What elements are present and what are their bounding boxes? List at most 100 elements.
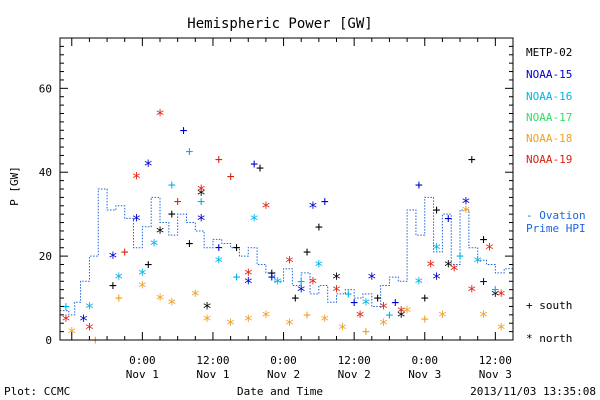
x-tick-date-label: Nov 1 (126, 368, 159, 381)
data-point-noaa-15: * (308, 198, 318, 217)
data-point-noaa-16: * (473, 252, 483, 271)
data-point-noaa-19: + (215, 153, 223, 168)
data-point-noaa-15: * (79, 311, 89, 330)
data-point-metp-02: * (396, 307, 406, 326)
data-point-noaa-18: * (461, 202, 471, 221)
data-point-metp-02: * (202, 298, 212, 317)
data-point-metp-02: * (196, 185, 206, 204)
data-point-noaa-15: * (367, 269, 377, 288)
data-point-noaa-19: * (85, 319, 95, 338)
data-point-metp-02: + (186, 237, 194, 252)
legend: METP-02 NOAA-15 NOAA-16 NOAA-17 NOAA-18 … (526, 46, 586, 345)
data-point-noaa-19: * (132, 168, 142, 187)
data-point-noaa-16: + (62, 299, 70, 314)
chart-title: Hemispheric Power [GW] (187, 16, 372, 32)
data-point-noaa-18: * (167, 294, 177, 313)
satellite-points: ++*++**++++++*+*++*++*****+*+*++** ++*++*… (61, 106, 506, 349)
legend-ovation-line2: Prime HPI (526, 222, 586, 235)
data-point-metp-02: + (256, 161, 264, 176)
data-point-noaa-19: * (61, 311, 71, 330)
data-point-noaa-15: + (215, 241, 223, 256)
data-point-noaa-19: * (355, 307, 365, 326)
data-point-noaa-15: * (432, 269, 442, 288)
data-point-metp-02: + (109, 278, 117, 293)
data-point-noaa-18: * (243, 311, 253, 330)
data-point-noaa-15: * (196, 210, 206, 229)
data-point-noaa-15: * (296, 282, 306, 301)
data-point-noaa-18: * (155, 290, 165, 309)
data-point-noaa-18: + (421, 312, 429, 327)
data-point-metp-02: + (374, 291, 382, 306)
data-point-noaa-15: + (250, 157, 258, 172)
data-point-noaa-18: * (379, 315, 389, 334)
legend-item-noaa-17: NOAA-17 (526, 111, 572, 124)
x-tick-date-label: Nov 3 (408, 368, 441, 381)
legend-item-metp-02: METP-02 (526, 46, 572, 59)
data-point-noaa-18: * (320, 311, 330, 330)
data-point-noaa-18: * (338, 319, 348, 338)
data-point-noaa-15: + (480, 274, 488, 289)
data-point-noaa-19: * (196, 181, 206, 200)
plot-timestamp: 2013/11/03 13:35:08 (470, 385, 596, 398)
data-point-metp-02: + (468, 153, 476, 168)
x-tick-time-label: 0:00 (412, 354, 439, 367)
data-point-noaa-16: + (168, 178, 176, 193)
data-point-noaa-19: + (174, 195, 182, 210)
data-point-noaa-16: + (491, 283, 499, 298)
x-tick-date-label: Nov 1 (196, 368, 229, 381)
data-point-metp-02: + (268, 266, 276, 281)
x-tick-date-label: Nov 3 (479, 368, 512, 381)
data-point-noaa-19: * (467, 282, 477, 301)
data-point-noaa-16: + (186, 144, 194, 159)
legend-south-marker: + south (526, 299, 572, 312)
data-point-noaa-16: * (273, 273, 283, 292)
data-point-noaa-16: * (414, 273, 424, 292)
data-point-metp-02: + (291, 291, 299, 306)
legend-item-noaa-16: NOAA-16 (526, 90, 572, 103)
x-tick-time-label: 12:00 (479, 354, 512, 367)
data-point-noaa-18: * (438, 307, 448, 326)
data-point-noaa-16: + (233, 270, 241, 285)
legend-item-noaa-18: NOAA-18 (526, 132, 572, 145)
data-point-noaa-16: * (149, 236, 159, 255)
data-point-noaa-16: + (344, 287, 352, 302)
data-point-noaa-15: + (321, 195, 329, 210)
data-point-noaa-18: * (261, 307, 271, 326)
plot-frame (59, 37, 514, 341)
data-point-noaa-15: * (132, 210, 142, 229)
data-point-metp-02: + (480, 232, 488, 247)
data-point-noaa-18: * (226, 315, 236, 334)
y-tick-label: 0 (45, 334, 52, 347)
plot-axes (59, 37, 514, 341)
data-point-noaa-16: * (138, 265, 148, 284)
data-point-noaa-19: * (379, 298, 389, 317)
data-point-noaa-18: + (303, 308, 311, 323)
legend-item-noaa-19: NOAA-19 (526, 153, 572, 166)
data-point-metp-02: + (168, 207, 176, 222)
data-point-metp-02: * (491, 286, 501, 305)
data-point-noaa-19: * (285, 252, 295, 271)
data-point-noaa-16: * (214, 252, 224, 271)
data-point-noaa-16: + (297, 274, 305, 289)
data-point-metp-02: * (443, 257, 453, 276)
data-point-metp-02: * (332, 269, 342, 288)
data-point-noaa-19: * (332, 282, 342, 301)
data-point-noaa-18: + (115, 291, 123, 306)
data-point-noaa-15: * (461, 194, 471, 213)
data-point-noaa-16: + (197, 195, 205, 210)
data-point-metp-02: + (233, 241, 241, 256)
x-axis-label: Date and Time (237, 385, 323, 398)
data-point-noaa-15: + (180, 123, 188, 138)
data-point-noaa-16: + (456, 249, 464, 264)
data-point-metp-02: + (303, 245, 311, 260)
data-point-noaa-19: * (308, 273, 318, 292)
data-point-noaa-19: * (426, 257, 436, 276)
data-point-noaa-15: * (143, 156, 153, 175)
data-point-noaa-16: * (314, 257, 324, 276)
data-point-noaa-15: + (444, 211, 452, 226)
x-tick-date-label: Nov 2 (267, 368, 300, 381)
data-point-noaa-15: + (391, 295, 399, 310)
y-tick-label: 40 (39, 166, 52, 179)
